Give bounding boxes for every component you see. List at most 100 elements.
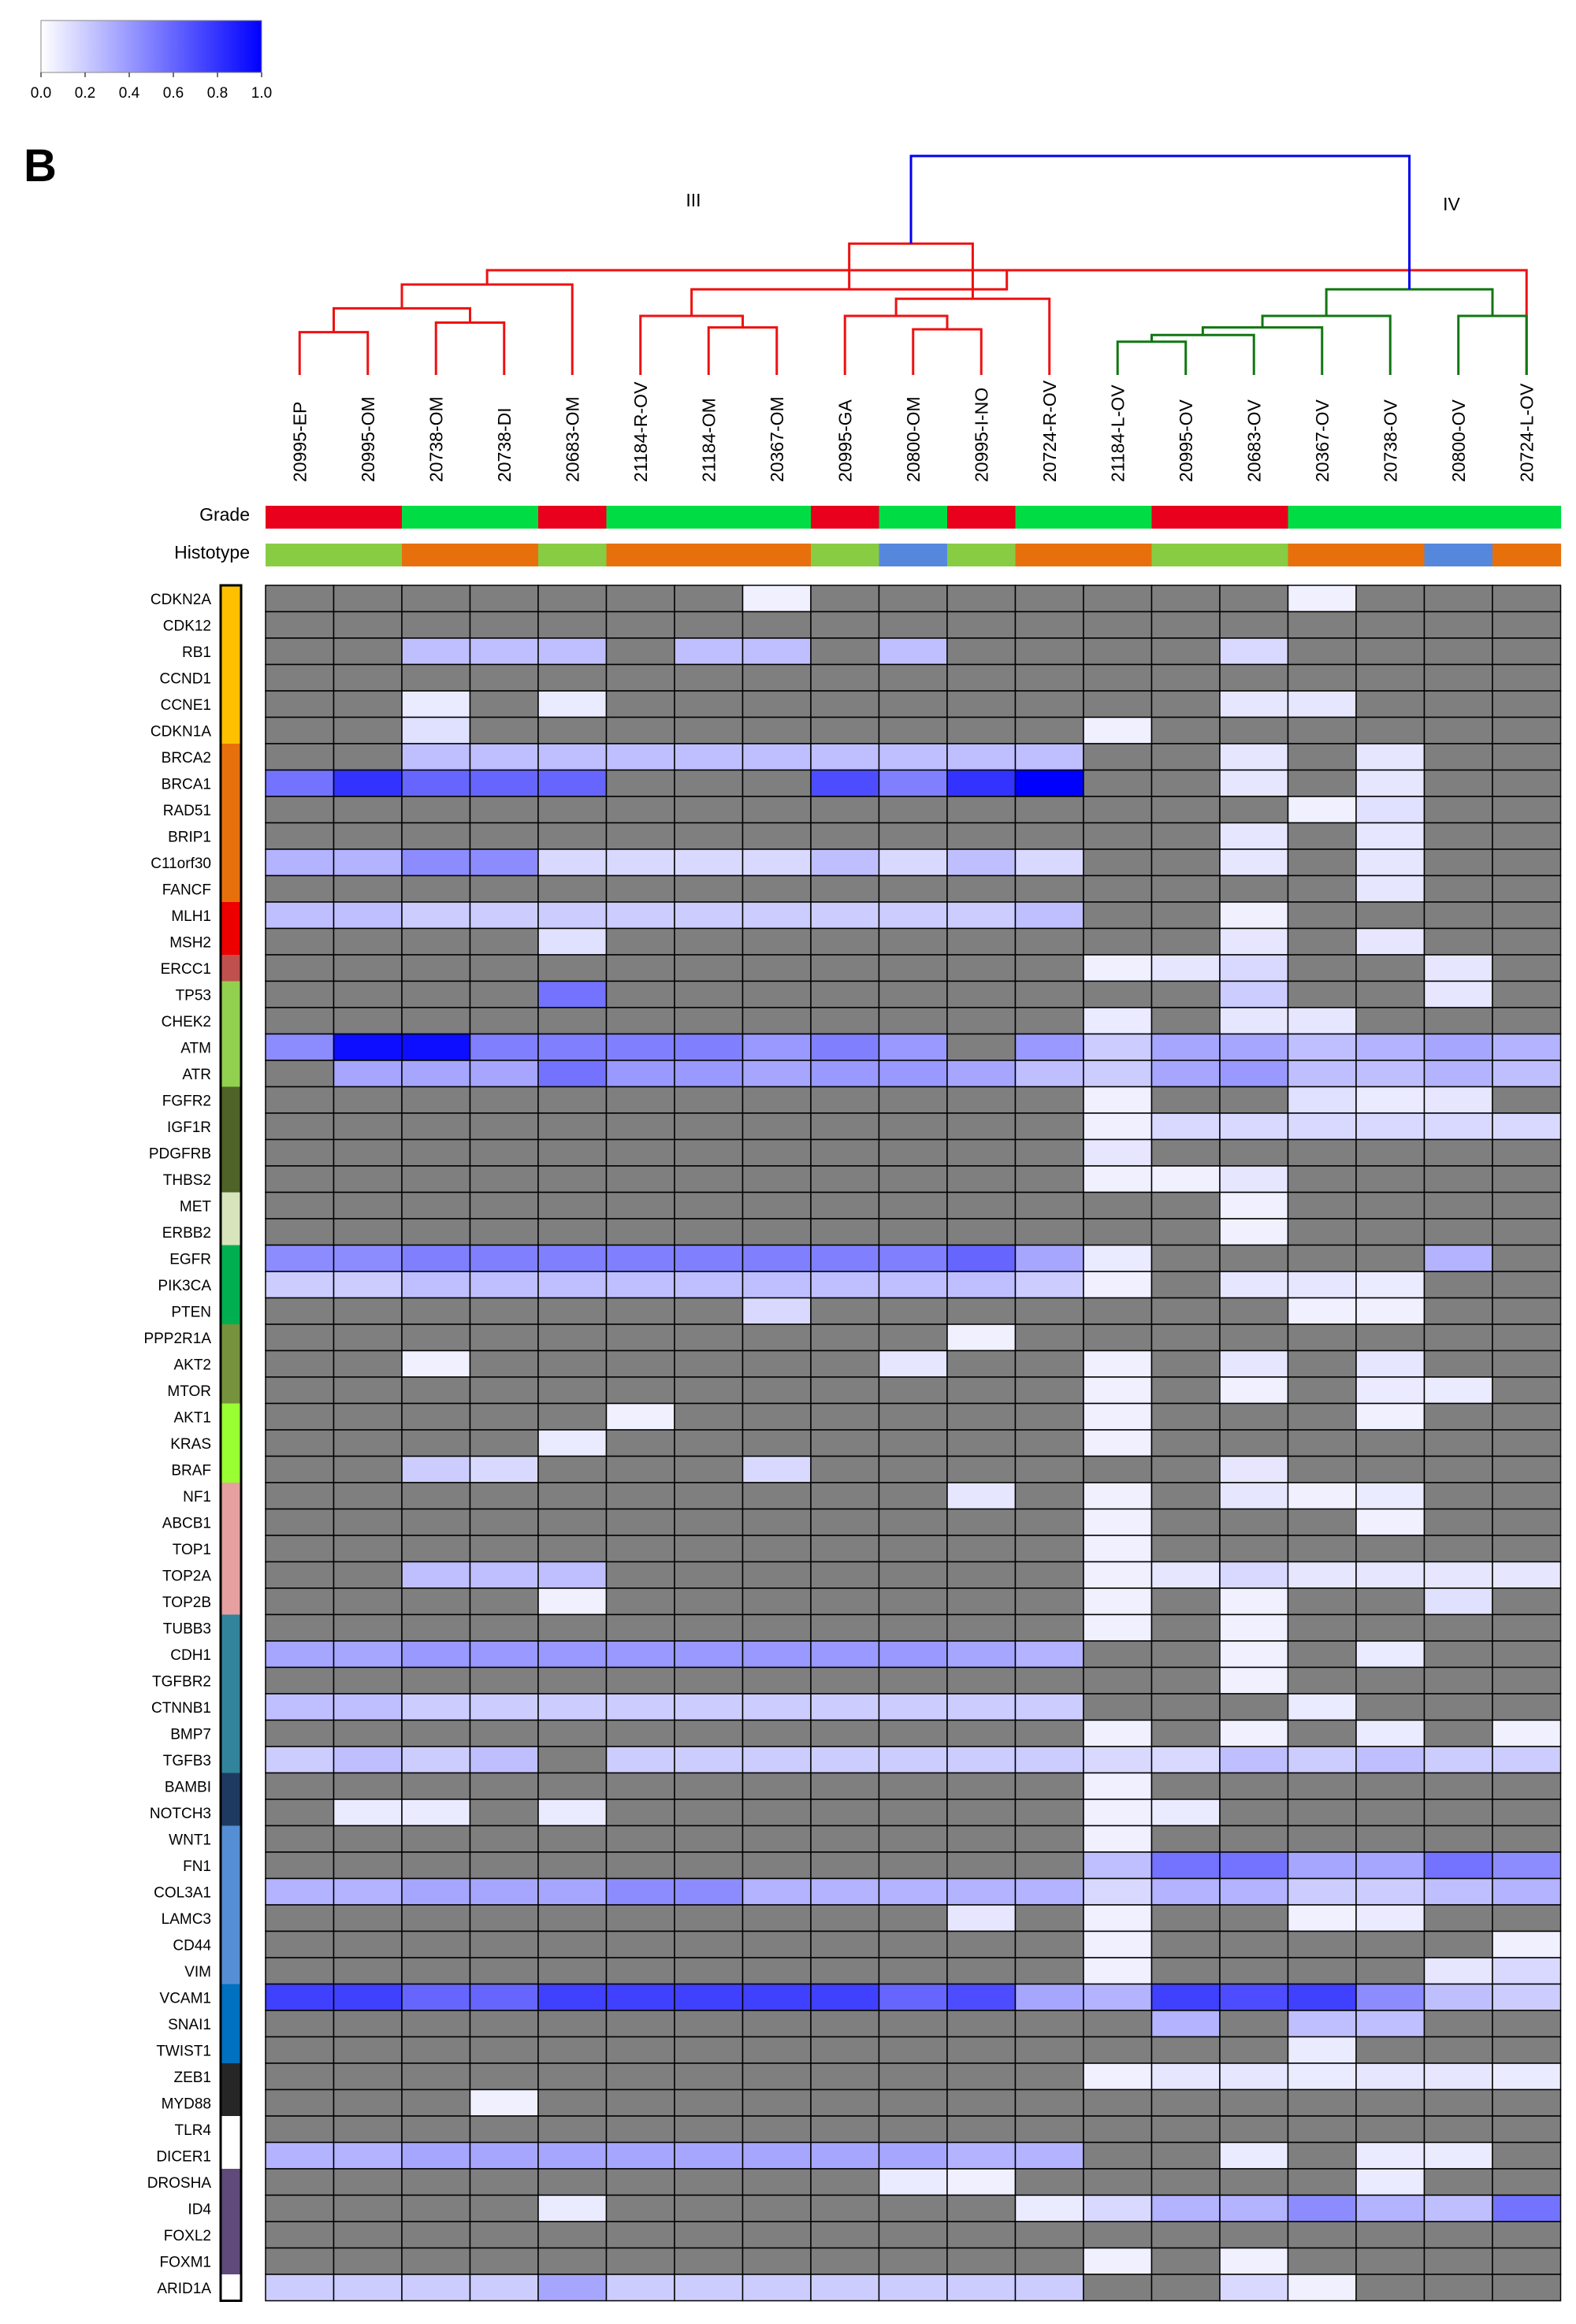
heatmap-cell <box>265 1402 335 1431</box>
heatmap-cell <box>1219 954 1289 982</box>
heatmap-cell <box>265 2168 335 2196</box>
heatmap-cell <box>1083 743 1153 771</box>
heatmap-cell <box>537 611 608 639</box>
heatmap-cell <box>1083 1904 1153 1932</box>
heatmap-cell <box>1150 2036 1221 2064</box>
heatmap-cell <box>333 1640 403 1669</box>
heatmap-cell <box>1287 1297 1357 1325</box>
heatmap-cell <box>333 1271 403 1299</box>
heatmap-cell <box>333 2115 403 2144</box>
heatmap-cell <box>1492 980 1562 1008</box>
heatmap-cell <box>605 901 675 930</box>
heatmap-cell <box>333 1957 403 1985</box>
heatmap-cell <box>333 1138 403 1167</box>
heatmap-cell <box>1355 2194 1425 2222</box>
heatmap-cell <box>1287 1825 1357 1853</box>
heatmap-cell <box>1423 1693 1493 1721</box>
gene-label: ID4 <box>188 2201 211 2218</box>
heatmap-cell <box>1423 2036 1493 2064</box>
heatmap-cell <box>1083 901 1153 930</box>
heatmap-cell <box>810 1851 880 1880</box>
gene-label: ARID1A <box>157 2281 211 2297</box>
heatmap-cell <box>265 1719 335 1747</box>
gene-label: PTEN <box>171 1304 211 1320</box>
heatmap-cell <box>1219 874 1289 903</box>
heatmap-cell <box>1014 2115 1084 2144</box>
heatmap-cell <box>537 1323 608 1352</box>
gene-label: BRCA1 <box>162 776 211 793</box>
sample-label: 20683-OV <box>1243 399 1264 482</box>
heatmap-cell <box>1423 1851 1493 1880</box>
sample-dendrogram <box>298 154 1528 375</box>
heatmap-cell <box>1492 1007 1562 1035</box>
heatmap-cell <box>265 1060 335 1088</box>
gene-label: DROSHA <box>147 2175 212 2192</box>
heatmap-cell <box>742 1402 812 1431</box>
heatmap-cell <box>1355 796 1425 824</box>
heatmap-cell <box>469 1719 539 1747</box>
heatmap-cell <box>946 585 1017 613</box>
heatmap-cell <box>1423 585 1493 613</box>
heatmap-cell <box>1219 1719 1289 1747</box>
heatmap-cell <box>1492 1508 1562 1536</box>
heatmap-cell <box>401 1218 471 1246</box>
gene-label: AKT1 <box>173 1409 211 1426</box>
heatmap-cell <box>1083 1323 1153 1352</box>
heatmap-cell <box>605 954 675 982</box>
heatmap-cell <box>1083 1693 1153 1721</box>
heatmap-cell <box>1083 1772 1153 1800</box>
heatmap-cell <box>1014 1666 1084 1695</box>
heatmap-cell <box>1355 1746 1425 1774</box>
heatmap-cell <box>469 1746 539 1774</box>
heatmap-cell <box>469 1904 539 1932</box>
gene-group-segment <box>221 585 241 744</box>
heatmap-cell <box>1423 796 1493 824</box>
heatmap-cell <box>605 1666 675 1695</box>
heatmap-cell <box>1083 1535 1153 1563</box>
heatmap-cell <box>1423 1033 1493 1061</box>
heatmap-cell <box>537 1640 608 1669</box>
histotype-cell <box>1015 544 1084 566</box>
heatmap-cell <box>878 1851 948 1880</box>
heatmap-cell <box>1355 1218 1425 1246</box>
heatmap-cell <box>878 637 948 666</box>
heatmap-cell <box>333 1719 403 1747</box>
heatmap-cell <box>1355 1033 1425 1061</box>
heatmap-cell <box>946 1349 1017 1378</box>
gene-label: RAD51 <box>163 803 211 819</box>
heatmap-cell <box>1287 2062 1357 2091</box>
heatmap-cell <box>1287 1060 1357 1088</box>
heatmap-cell <box>1287 980 1357 1008</box>
heatmap-cell <box>674 954 744 982</box>
heatmap-cell <box>1219 663 1289 692</box>
heatmap-cell <box>1150 1482 1221 1510</box>
heatmap-cell <box>265 2221 335 2249</box>
gene-label: LAMC3 <box>162 1911 211 1928</box>
heatmap-cell <box>401 1165 471 1194</box>
grade-cell <box>947 506 1017 529</box>
grade-row-label: Grade <box>199 504 250 525</box>
heatmap-cell <box>1219 637 1289 666</box>
heatmap-cell <box>537 1983 608 2011</box>
heatmap-cell <box>1355 927 1425 956</box>
heatmap-cell <box>1150 1957 1221 1985</box>
heatmap-cell <box>674 2062 744 2091</box>
heatmap-cell <box>946 927 1017 956</box>
heatmap-cell <box>401 2036 471 2064</box>
heatmap-cell <box>742 743 812 771</box>
heatmap-cell <box>469 2088 539 2117</box>
heatmap-cell <box>333 1930 403 1958</box>
heatmap-cell <box>333 2036 403 2064</box>
heatmap-cell <box>1150 1060 1221 1088</box>
heatmap-cell <box>401 769 471 797</box>
heatmap-cell <box>401 1429 471 1457</box>
heatmap-cell <box>878 1033 948 1061</box>
heatmap-cell <box>1355 1112 1425 1141</box>
heatmap-cell <box>1150 1455 1221 1483</box>
heatmap-cell <box>469 927 539 956</box>
heatmap-cell <box>1423 1983 1493 2011</box>
heatmap-cell <box>1492 716 1562 744</box>
heatmap-cell <box>265 1112 335 1141</box>
heatmap-cell <box>742 1746 812 1774</box>
heatmap-cell <box>537 1535 608 1563</box>
